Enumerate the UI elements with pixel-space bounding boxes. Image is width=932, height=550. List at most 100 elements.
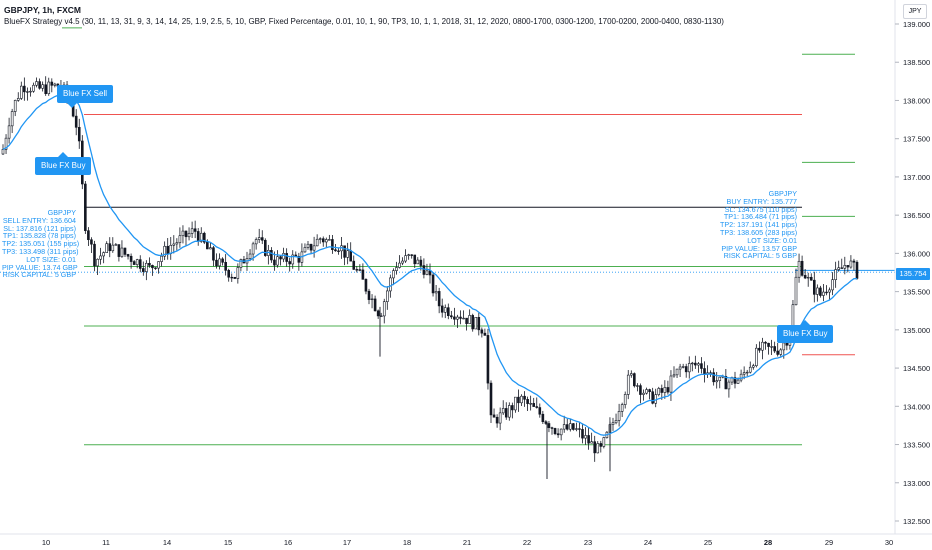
candle: [611, 422, 615, 425]
candle: [175, 242, 179, 245]
time-tick: 11: [102, 538, 110, 547]
candle: [196, 231, 200, 242]
candle: [187, 233, 191, 238]
candle: [309, 243, 313, 251]
candle: [163, 245, 166, 257]
candle: [800, 260, 804, 276]
candle: [450, 315, 453, 318]
candle: [236, 267, 240, 279]
info-line: TP3: 138.605 (283 pips): [720, 227, 798, 237]
candle: [657, 388, 661, 395]
candle: [367, 290, 371, 300]
candle: [355, 269, 359, 271]
ema-line: [2, 92, 857, 436]
candle: [1, 149, 5, 155]
candle: [178, 235, 182, 244]
candle: [843, 265, 847, 269]
candle: [260, 237, 264, 241]
candle: [538, 407, 542, 415]
candle: [285, 253, 288, 262]
candle: [132, 261, 136, 265]
candle: [819, 287, 822, 296]
candle: [324, 239, 328, 243]
candle: [166, 245, 169, 254]
candle: [257, 237, 261, 240]
candle: [672, 374, 676, 377]
candle: [562, 424, 566, 430]
candle: [852, 260, 856, 263]
candle: [29, 90, 32, 93]
candle: [639, 385, 642, 395]
candle: [785, 342, 789, 346]
candle: [440, 305, 444, 313]
candle: [254, 239, 258, 245]
candle: [291, 254, 295, 265]
candle: [105, 243, 108, 253]
candle: [111, 244, 115, 252]
candle: [184, 230, 188, 238]
price-axis[interactable]: 139.000 138.500 138.000 137.500 137.000 136.5…: [894, 0, 930, 534]
info-line: TP2: 135.051 (155 pips): [2, 239, 80, 249]
strategy-legend[interactable]: BlueFX Strategy v4.5 (30, 11, 13, 31, 9,…: [4, 17, 724, 26]
candle: [23, 85, 26, 93]
candle: [846, 265, 850, 268]
candle: [767, 342, 770, 347]
candle: [511, 405, 514, 411]
candle: [803, 275, 807, 279]
candle: [407, 254, 410, 256]
time-axis[interactable]: 10 11 14 15 16 17 18 21 22 23 24 25 28 29 30: [0, 533, 932, 547]
candle: [736, 379, 740, 384]
candle: [471, 315, 475, 330]
candle: [453, 316, 456, 320]
candle: [120, 247, 124, 257]
time-tick: 29: [825, 538, 833, 547]
price-tick: 137.500: [903, 135, 930, 144]
price-tick: 137.000: [903, 173, 930, 182]
candle: [739, 373, 743, 381]
time-tick: 15: [224, 538, 232, 547]
candle: [117, 244, 121, 257]
candle: [483, 332, 487, 336]
candle: [328, 239, 331, 241]
candle: [642, 392, 645, 395]
candle: [489, 382, 493, 416]
info-line: BUY ENTRY: 135.777: [726, 196, 797, 206]
candle: [218, 258, 221, 267]
candle: [712, 372, 715, 383]
candle: [443, 307, 447, 313]
candle: [215, 259, 218, 267]
time-tick: 24: [644, 538, 652, 547]
buy-signal-label-1: Blue FX Buy: [35, 152, 92, 175]
candle: [398, 262, 401, 268]
candle: [230, 276, 234, 279]
candle: [138, 259, 142, 269]
candle: [523, 395, 526, 400]
time-tick: 18: [403, 538, 411, 547]
candle: [687, 363, 691, 373]
info-line: PIP VALUE: 13.57 GBP: [721, 243, 797, 253]
candle: [755, 347, 758, 367]
candle: [389, 277, 392, 292]
candle: [779, 349, 783, 355]
candle: [346, 250, 349, 258]
candle: [459, 316, 462, 319]
candle: [239, 259, 243, 268]
candle: [434, 291, 438, 294]
symbol-title[interactable]: GBPJPY, 1h, FXCM: [4, 5, 81, 15]
candle: [248, 253, 252, 259]
currency-button[interactable]: JPY: [903, 4, 927, 19]
price-tick: 135.500: [903, 288, 930, 297]
candle: [26, 91, 29, 93]
candle: [770, 346, 773, 348]
candle: [53, 83, 57, 86]
candle: [456, 316, 459, 320]
candle: [227, 270, 230, 278]
candle: [596, 443, 600, 454]
price-tick: 132.500: [903, 517, 930, 526]
candle: [794, 276, 798, 306]
candle: [276, 256, 279, 266]
candle: [840, 267, 844, 269]
candle: [855, 261, 859, 279]
candle: [465, 317, 468, 324]
